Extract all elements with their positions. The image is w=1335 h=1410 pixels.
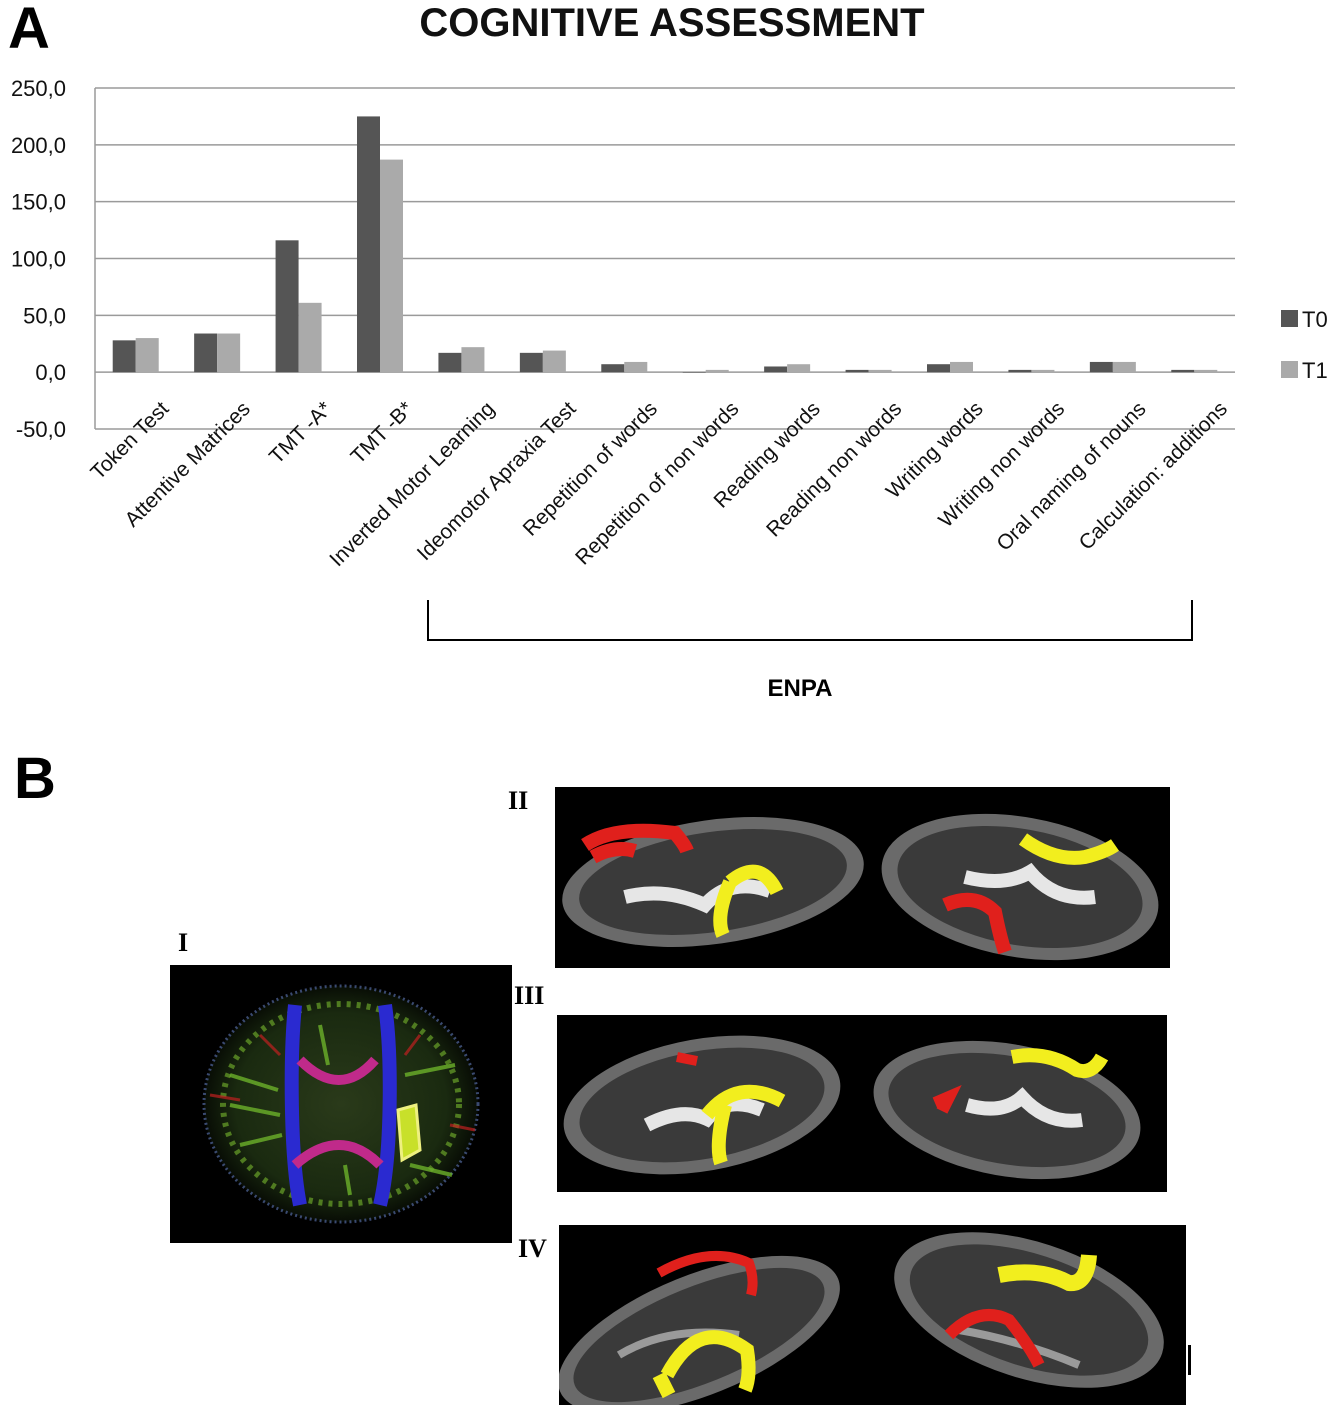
bar-t0: [1171, 369, 1195, 373]
bar-t0: [438, 352, 462, 373]
cognitive-assessment-chart: COGNITIVE ASSESSMENT -50,0 0,0 50,0 100,0 15…: [11, 1, 1328, 702]
bar-t0: [1089, 361, 1113, 373]
image-label-ii: II: [508, 786, 529, 815]
bar-t0: [1008, 369, 1032, 373]
enpa-bracket: [427, 600, 1193, 641]
bar-t1: [542, 350, 566, 373]
brain-tract-image-ii: [555, 787, 1170, 968]
bar-t1: [298, 302, 322, 373]
panel-b-letter: B: [14, 746, 56, 811]
bar-t0: [601, 364, 625, 373]
legend-swatch-t0: [1281, 310, 1298, 327]
bar-t1: [380, 159, 403, 373]
y-tick-label: -50,0: [16, 417, 66, 442]
bar-t1: [624, 361, 648, 373]
bar-t1: [217, 333, 241, 373]
bar-t1: [705, 369, 729, 373]
x-tick-label: TMT -A*: [265, 397, 336, 468]
bar-t1: [868, 369, 892, 373]
brain-tract-image-iv: [559, 1225, 1186, 1405]
bar-t0: [682, 372, 706, 373]
x-tick-label: Token Test: [86, 397, 173, 484]
bar-t0: [927, 364, 950, 373]
brain-slice-right: [881, 813, 1159, 961]
x-tick-label: Ideomotor Apraxia Test: [413, 397, 581, 565]
brain-slice-right: [873, 1040, 1141, 1180]
bar-t1: [950, 361, 973, 373]
x-tick-label: Inverted Motor Learning: [325, 397, 499, 571]
chart-title: COGNITIVE ASSESSMENT: [419, 1, 924, 45]
x-tick-label: Repetition of non words: [571, 397, 743, 569]
gridlines: [94, 87, 1235, 430]
image-label-iii: III: [514, 981, 545, 1010]
brain-dti-image: [170, 965, 512, 1243]
bar-t1: [135, 338, 159, 373]
x-tick-label: Repetition of words: [519, 397, 662, 540]
y-tick-label: 50,0: [23, 303, 66, 328]
bar-t1: [1194, 369, 1218, 373]
tractography-brain-icon: [559, 1232, 1164, 1405]
bar-t1: [461, 347, 485, 373]
y-tick-label: 250,0: [11, 76, 66, 101]
y-tick-label: 0,0: [35, 360, 66, 385]
legend: T0 T1: [1281, 307, 1328, 383]
image-label-iv: IV: [518, 1234, 547, 1263]
bar-t0: [764, 366, 788, 373]
legend-label: T0: [1302, 307, 1328, 332]
enpa-label: ENPA: [768, 675, 833, 702]
edge-mark: [1188, 1345, 1191, 1375]
image-label-i: I: [178, 928, 189, 957]
bar-t1: [1112, 361, 1136, 373]
x-tick-label: Calculation: additions: [1075, 397, 1232, 554]
panel-a-letter: A: [8, 0, 50, 61]
legend-swatch-t1: [1281, 361, 1298, 378]
dti-color-fa-brain-icon: [202, 984, 480, 1224]
bar-t1: [1031, 369, 1055, 373]
tractography-brain-icon: [563, 1035, 1141, 1180]
bar-t1: [787, 364, 811, 373]
bars: [112, 116, 1218, 373]
brain-slice-left: [562, 817, 864, 947]
bar-t0: [112, 340, 136, 373]
tractography-brain-icon: [562, 813, 1159, 961]
bar-t0: [357, 116, 380, 373]
brain-tract-image-iii: [557, 1015, 1167, 1192]
y-tick-label: 150,0: [11, 190, 66, 215]
x-tick-label: Oral naming of nouns: [992, 397, 1150, 555]
brain-slice-right: [894, 1232, 1164, 1388]
brain-slice-left: [563, 1035, 841, 1175]
legend-label: T1: [1302, 358, 1328, 383]
x-tick-label: TMT -B*: [346, 397, 417, 468]
y-tick-label: 200,0: [11, 133, 66, 158]
brain-slice-left: [559, 1250, 840, 1405]
x-tick-label: Reading non words: [762, 397, 906, 541]
bar-t0: [519, 352, 543, 373]
bar-t0: [845, 369, 869, 373]
y-tick-label: 100,0: [11, 247, 66, 272]
bar-t0: [275, 240, 299, 373]
bar-t0: [194, 333, 218, 373]
y-axis-ticks: -50,0 0,0 50,0 100,0 150,0 200,0 250,0: [11, 76, 66, 442]
